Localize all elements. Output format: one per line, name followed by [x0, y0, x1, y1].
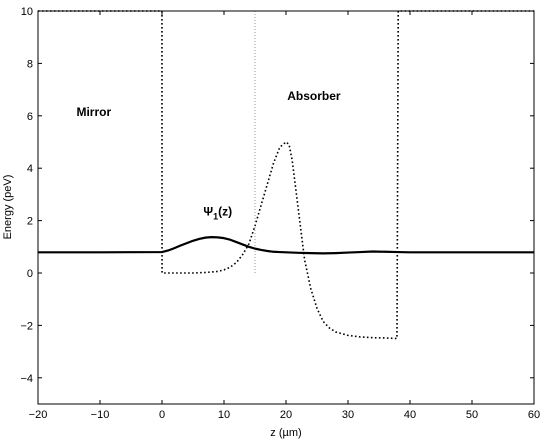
x-tick-label: 60 [528, 409, 540, 421]
x-tick-label: 20 [280, 409, 292, 421]
y-tick-label: 0 [27, 268, 33, 280]
y-tick-label: 2 [27, 216, 33, 228]
x-tick-label: −20 [29, 409, 48, 421]
chart-annotation: Absorber [287, 89, 341, 103]
x-tick-label: 40 [404, 409, 416, 421]
x-axis-label: z (µm) [270, 427, 301, 439]
y-tick-label: 8 [27, 58, 33, 70]
series-layer [38, 10, 534, 340]
chart-annotation: Mirror [76, 105, 111, 119]
plot-frame [37, 10, 535, 405]
x-tick-label: 50 [466, 409, 478, 421]
y-axis-label: Energy (peV) [2, 175, 14, 240]
y-tick-label: −2 [20, 320, 33, 332]
x-tick-label: −10 [91, 409, 110, 421]
y-tick-label: −4 [20, 373, 33, 385]
x-tick-label: 10 [218, 409, 230, 421]
chart-annotation: Ψ1(z) [203, 204, 232, 221]
y-tick-label: 6 [27, 111, 33, 123]
y-tick-label: 10 [21, 6, 33, 18]
annotation-layer: Mirror Absorber Ψ1(z) [76, 89, 340, 221]
y-tick-label: 4 [27, 163, 33, 175]
wavefunction-curve [38, 236, 534, 255]
x-tick-label: 0 [159, 409, 165, 421]
x-tick-label: 30 [342, 409, 354, 421]
